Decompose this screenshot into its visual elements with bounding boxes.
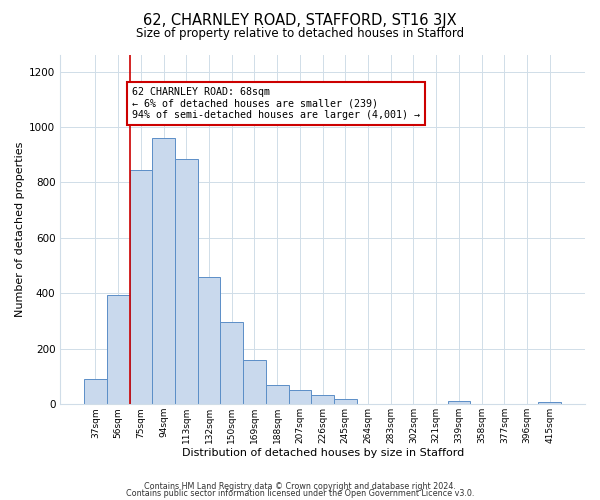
Bar [538,402,561,404]
Bar [152,138,175,404]
Bar [334,399,357,404]
Bar [198,276,220,404]
Text: Contains public sector information licensed under the Open Government Licence v3: Contains public sector information licen… [126,490,474,498]
Bar [266,385,289,404]
Bar [289,390,311,404]
Bar [311,396,334,404]
Text: 62 CHARNLEY ROAD: 68sqm
← 6% of detached houses are smaller (239)
94% of semi-de: 62 CHARNLEY ROAD: 68sqm ← 6% of detached… [132,87,420,120]
Bar [243,360,266,404]
Bar [84,379,107,404]
Text: 62, CHARNLEY ROAD, STAFFORD, ST16 3JX: 62, CHARNLEY ROAD, STAFFORD, ST16 3JX [143,12,457,28]
Bar [220,322,243,404]
Bar [107,294,130,404]
Bar [175,159,198,404]
Bar [448,402,470,404]
Bar [130,170,152,404]
Y-axis label: Number of detached properties: Number of detached properties [15,142,25,318]
Text: Contains HM Land Registry data © Crown copyright and database right 2024.: Contains HM Land Registry data © Crown c… [144,482,456,491]
X-axis label: Distribution of detached houses by size in Stafford: Distribution of detached houses by size … [182,448,464,458]
Text: Size of property relative to detached houses in Stafford: Size of property relative to detached ho… [136,28,464,40]
